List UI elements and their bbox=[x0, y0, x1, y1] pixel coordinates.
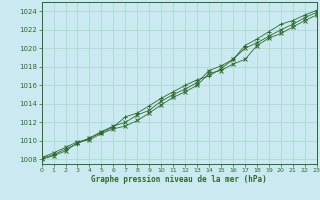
X-axis label: Graphe pression niveau de la mer (hPa): Graphe pression niveau de la mer (hPa) bbox=[91, 175, 267, 184]
